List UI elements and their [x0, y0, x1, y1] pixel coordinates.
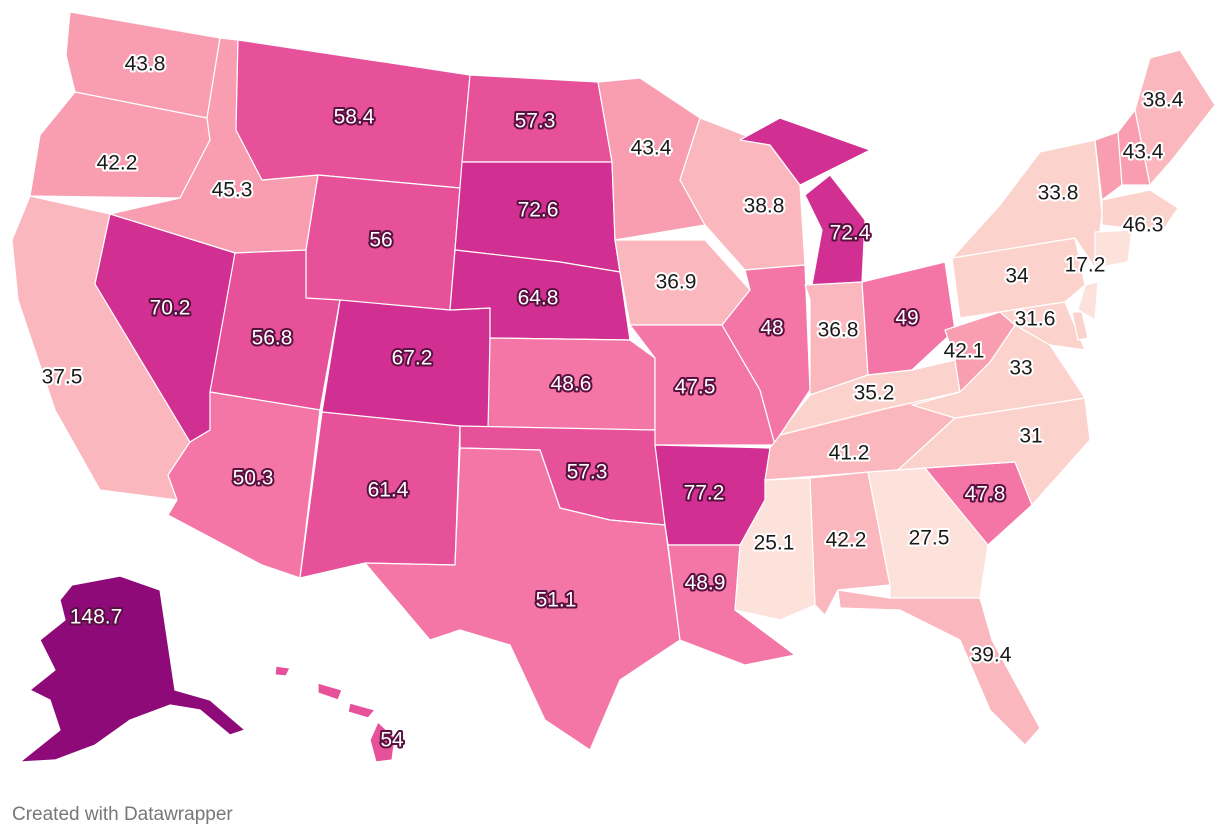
value-label-AK: 148.7: [70, 606, 123, 629]
value-label-NE: 64.8: [518, 287, 559, 310]
value-label-HI: 54: [380, 729, 404, 752]
value-label-IN: 36.8: [818, 319, 859, 342]
value-label-PA: 34: [1005, 265, 1029, 288]
value-label-TX: 51.1: [536, 589, 577, 612]
value-label-ME: 38.4: [1143, 89, 1184, 112]
value-label-WA: 43.8: [125, 53, 166, 76]
value-label-AZ: 50.3: [233, 467, 274, 490]
value-label-VT: 43.4: [1123, 141, 1164, 164]
value-label-CT: 17.2: [1065, 254, 1106, 277]
value-label-AR: 77.2: [684, 482, 725, 505]
value-label-MN: 43.4: [631, 137, 672, 160]
value-label-ND: 57.3: [515, 110, 556, 133]
value-label-OK: 57.3: [567, 461, 608, 484]
state-OH: [861, 261, 956, 376]
state-DE: [1071, 311, 1089, 341]
value-label-NM: 61.4: [368, 479, 409, 502]
value-label-KY: 35.2: [854, 382, 895, 405]
value-label-VA: 33: [1009, 357, 1032, 380]
state-MD: [999, 301, 1086, 351]
value-label-WV: 42.1: [944, 340, 985, 363]
state-CT: [1094, 229, 1133, 269]
value-label-NY: 33.8: [1038, 182, 1079, 205]
value-label-KS: 48.6: [551, 373, 592, 396]
value-label-IL: 48: [760, 317, 783, 340]
state-FL: [837, 589, 1041, 746]
state-HI: [274, 665, 396, 763]
value-label-AL: 42.2: [826, 529, 867, 552]
value-label-FL: 39.4: [971, 644, 1012, 667]
value-label-MI: 72.4: [830, 222, 871, 245]
value-label-MS: 25.1: [754, 532, 795, 555]
state-TX: [364, 447, 681, 751]
value-label-MD: 31.6: [1015, 308, 1056, 331]
value-label-LA: 48.9: [685, 572, 726, 595]
value-label-WY: 56: [369, 229, 392, 252]
value-label-OH: 49: [895, 307, 918, 330]
value-label-TN: 41.2: [829, 442, 870, 465]
state-NY: [951, 139, 1103, 269]
state-ME: [1134, 49, 1216, 186]
state-NJ: [1077, 281, 1099, 321]
us-choropleth-map: 43.8 42.2 37.5 45.3 70.2 58.4 56 56.8 50.3 67.2 61…: [11, 11, 1216, 763]
datawrapper-credit: Created with Datawrapper: [12, 804, 233, 825]
value-label-UT: 56.8: [252, 327, 293, 350]
value-label-CO: 67.2: [392, 347, 433, 370]
value-label-SD: 72.6: [518, 199, 559, 222]
value-label-WI: 38.8: [744, 195, 785, 218]
value-label-CA: 37.5: [42, 366, 83, 389]
state-MA: [1101, 189, 1179, 233]
value-label-SC: 47.8: [965, 483, 1006, 506]
value-label-OR: 42.2: [97, 152, 138, 175]
value-label-GA: 27.5: [909, 527, 950, 550]
value-label-MO: 47.5: [675, 376, 716, 399]
value-label-ID: 45.3: [212, 179, 253, 202]
state-AK: [19, 575, 246, 763]
value-label-IA: 36.9: [656, 271, 697, 294]
value-label-NV: 70.2: [150, 297, 191, 320]
value-label-NC: 31: [1019, 425, 1042, 448]
value-label-MA: 46.3: [1123, 214, 1164, 237]
value-label-MT: 58.4: [334, 106, 375, 129]
state-AZ: [167, 391, 321, 579]
